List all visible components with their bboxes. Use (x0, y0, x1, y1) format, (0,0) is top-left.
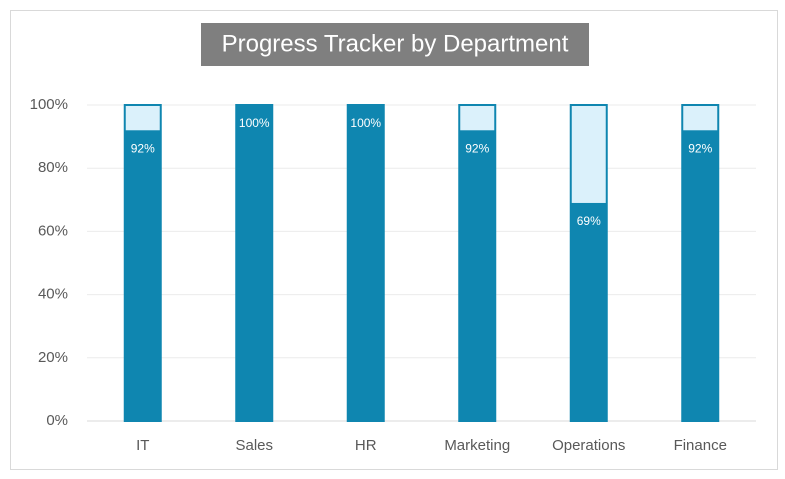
y-tick-label: 80% (38, 159, 68, 176)
value-label: 92% (688, 141, 712, 155)
title-box (201, 23, 589, 66)
progress-bar (347, 105, 384, 421)
x-tick-label: Operations (552, 437, 625, 454)
grid: 0% 20% 40% 60% 80% 100% (30, 96, 756, 429)
x-tick-label: IT (136, 437, 149, 454)
value-label: 100% (350, 116, 381, 130)
value-label: 100% (239, 116, 270, 130)
x-tick-label: HR (355, 437, 377, 454)
y-tick-label: 40% (38, 286, 68, 303)
x-tick-label: Marketing (444, 437, 510, 454)
value-label: 92% (131, 141, 155, 155)
x-tick-label: Sales (235, 437, 273, 454)
y-tick-label: 0% (46, 412, 68, 429)
y-tick-label: 60% (38, 222, 68, 239)
progress-bar (124, 130, 161, 421)
progress-bar (570, 202, 607, 421)
chart-title: Progress Tracker by Department (222, 30, 569, 57)
progress-bar (682, 130, 719, 421)
value-label: 69% (577, 214, 601, 228)
y-tick-label: 20% (38, 349, 68, 366)
x-tick-label: Finance (674, 437, 727, 454)
progress-bar (236, 105, 273, 421)
progress-bar (459, 130, 496, 421)
y-tick-label: 100% (30, 96, 68, 113)
value-label: 92% (465, 141, 489, 155)
bars: IT 92% Sales 100% HR 100% Marketing 92% Operatio… (123, 104, 727, 454)
